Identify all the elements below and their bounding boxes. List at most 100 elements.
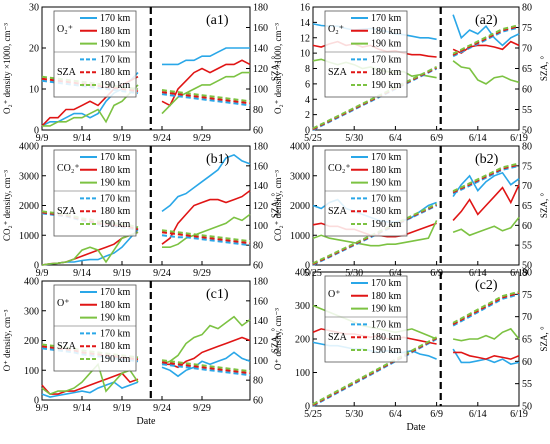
right-tick-label: 60 (253, 396, 263, 407)
panel-c2: 0 100 200 300 400 50 55 60 65 70 75 80 5/25 5/30 6/4 6/… (273, 268, 549, 434)
legend-title: O⁺ (57, 298, 70, 309)
right-tick-label: 75 (522, 23, 532, 34)
series-line-190km-dashed (452, 290, 520, 324)
legend-entry: 190 km (371, 219, 402, 230)
legend-entry: 170 km (100, 13, 131, 24)
legend-title: CO₂⁺ (57, 163, 80, 174)
x-tick-label: 9/29 (193, 133, 211, 144)
legend-entry: 180 km (371, 291, 402, 302)
legend-entry: 190 km (371, 178, 402, 189)
left-tick-label: 16 (300, 3, 310, 14)
left-tick-label: 12 (300, 33, 310, 44)
x-tick-label: 6/14 (469, 409, 487, 420)
right-tick-label: 80 (522, 268, 532, 279)
legend-entry: 170 km (371, 319, 402, 330)
legend-entry: 190 km (100, 178, 131, 189)
series-line-170km-dashed (452, 293, 520, 327)
x-tick-label: 9/19 (113, 133, 131, 144)
legend-box (53, 149, 137, 237)
x-tick-label: 5/30 (345, 409, 363, 420)
series-line-190km-solid (161, 315, 251, 366)
legend-entry: 180 km (100, 26, 131, 37)
x-tick-label: 5/30 (345, 133, 363, 144)
series-line-170km-dashed (161, 234, 251, 247)
x-tick-label: 6/19 (510, 409, 528, 420)
legend-sza-label: SZA (328, 206, 348, 217)
series-line-180km-dashed (161, 361, 251, 375)
series-line-190km-dashed (161, 229, 251, 243)
panel-label: (a2) (475, 13, 498, 28)
right-tick-label: 120 (253, 64, 268, 75)
x-tick-label: 6/14 (469, 133, 487, 144)
legend-entry: 180 km (371, 26, 402, 37)
left-tick-label: 1000 (19, 231, 39, 242)
right-tick-label: 70 (522, 44, 532, 55)
left-tick-label: 2000 (19, 201, 39, 212)
right-tick-label: 80 (253, 105, 263, 116)
right-axis-label: SZA, ° (539, 326, 549, 352)
x-axis-label: Date (407, 422, 426, 433)
right-tick-label: 100 (253, 221, 268, 232)
legend-entry: 180 km (371, 206, 402, 217)
left-tick-label: 4000 (19, 142, 39, 153)
series-line-170km-solid (41, 381, 139, 398)
right-tick-label: 80 (522, 142, 532, 153)
panel-b1: 0 1000 2000 3000 4000 60 80 100 120 140 160 180 9/9 9… (2, 142, 280, 280)
legend-title: O₂⁺ (57, 24, 73, 35)
series-line-190km-solid (42, 84, 139, 127)
legend-entry: 170 km (371, 152, 402, 163)
legend-entry: 180 km (100, 300, 131, 311)
x-tick-label: 9/14 (73, 133, 91, 144)
left-tick-label: 30 (29, 3, 39, 14)
right-tick-label: 60 (253, 126, 263, 137)
series-line-180km-solid (453, 351, 520, 360)
legend-entry: 180 km (371, 165, 402, 176)
right-axis-label: SZA, ° (539, 56, 549, 82)
legend-entry: 170 km (100, 287, 131, 298)
right-tick-label: 80 (522, 3, 532, 14)
legend-entry: 190 km (100, 39, 131, 50)
left-tick-label: 10 (300, 49, 310, 60)
left-tick-label: 0 (305, 261, 310, 272)
legend-sza-label: SZA (57, 206, 77, 217)
x-tick-label: 6/9 (430, 268, 443, 279)
left-tick-label: 1000 (290, 231, 310, 242)
panel-label: (a1) (206, 13, 229, 28)
right-tick-label: 65 (522, 201, 532, 212)
left-tick-label: 10 (29, 85, 39, 96)
left-tick-label: 14 (300, 18, 310, 29)
series-line-170km-dashed (161, 363, 251, 377)
legend-sza-label: SZA (57, 341, 77, 352)
series-line-170km-solid (162, 47, 250, 66)
legend-entry: 170 km (100, 193, 131, 204)
series-line-170km-solid (452, 171, 520, 198)
right-tick-label: 55 (522, 379, 532, 390)
legend-entry: 180 km (100, 341, 131, 352)
right-tick-label: 60 (522, 357, 532, 368)
right-tick-label: 160 (253, 296, 268, 307)
legend-entry: 170 km (100, 54, 131, 65)
panel-a1: 0 10 20 30 60 80 100 120 140 160 180 9/9 9/14 9/19 9/2… (2, 3, 280, 145)
series-line-190km-solid (41, 362, 139, 396)
legend-title: CO₂⁺ (328, 163, 351, 174)
panel-label: (c2) (475, 278, 498, 293)
x-tick-label: 6/9 (430, 133, 443, 144)
x-tick-label: 9/29 (193, 268, 211, 279)
right-tick-label: 120 (253, 201, 268, 212)
series-line-190km-dashed (452, 24, 520, 55)
legend-entry: 170 km (371, 193, 402, 204)
series-line-170km-solid (452, 14, 520, 47)
legend-entry: 170 km (100, 152, 131, 163)
right-tick-label: 60 (522, 221, 532, 232)
left-axis-label: CO₂⁺ density, cm⁻³ (273, 170, 283, 241)
right-tick-label: 100 (253, 356, 268, 367)
legend-entry: 190 km (100, 354, 131, 365)
left-axis-label: CO₂⁺ density, cm⁻³ (2, 170, 12, 241)
series-line-190km-dashed (452, 162, 520, 193)
series-line-190km-dashed (161, 89, 251, 103)
left-tick-label: 2000 (290, 201, 310, 212)
legend-box (53, 284, 137, 372)
right-tick-label: 55 (522, 241, 532, 252)
